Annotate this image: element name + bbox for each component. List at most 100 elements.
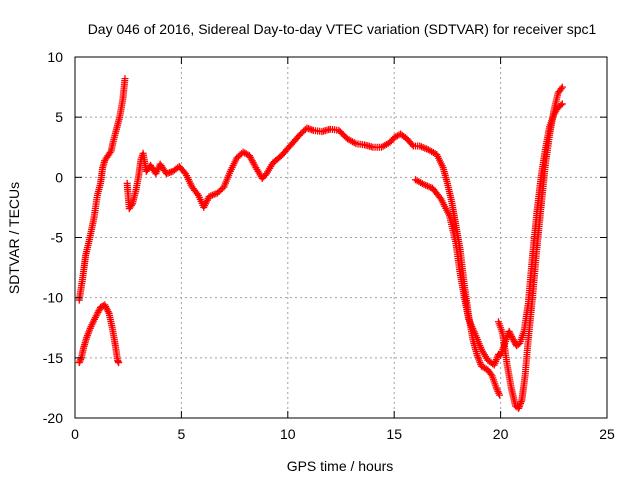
data-point-marker <box>193 190 201 198</box>
data-point-marker <box>90 215 98 223</box>
data-point-marker <box>452 219 460 227</box>
data-point-marker <box>495 389 503 397</box>
data-point-marker <box>387 137 395 145</box>
data-point-marker <box>300 127 308 135</box>
x-axis-label: GPS time / hours <box>287 458 394 474</box>
data-point-marker <box>105 150 113 158</box>
data-point-marker <box>358 141 366 149</box>
data-point-marker <box>160 167 168 175</box>
data-point-marker <box>77 355 85 363</box>
data-point-marker <box>109 139 117 147</box>
data-point-marker <box>102 155 110 163</box>
data-point-marker <box>75 359 83 367</box>
data-point-marker <box>82 335 90 343</box>
data-point-marker <box>281 147 289 155</box>
data-point-marker <box>127 201 135 209</box>
data-point-marker <box>86 324 94 332</box>
data-point-marker <box>545 133 553 141</box>
data-point-marker <box>333 126 341 134</box>
data-point-marker <box>375 143 383 151</box>
data-point-marker <box>507 382 515 390</box>
data-point-marker <box>464 313 472 321</box>
data-point-marker <box>251 162 259 170</box>
data-point-marker <box>308 126 316 134</box>
x-tick-label: 0 <box>71 426 79 442</box>
data-point-marker <box>226 169 234 177</box>
data-point-marker <box>555 102 563 110</box>
x-tick-label: 25 <box>599 426 615 442</box>
data-point-marker <box>98 166 106 174</box>
data-point-marker <box>503 358 511 366</box>
data-point-marker <box>179 167 187 175</box>
data-point-marker <box>456 267 464 275</box>
data-point-marker <box>275 154 283 162</box>
grid-lines <box>75 57 607 418</box>
x-tick-label: 5 <box>178 426 186 442</box>
data-point-marker <box>473 349 481 357</box>
data-point-marker <box>108 322 116 330</box>
data-point-marker <box>556 86 564 94</box>
data-points <box>75 75 566 412</box>
data-point-marker <box>236 151 244 159</box>
data-point-marker <box>509 334 517 342</box>
data-point-marker <box>407 139 415 147</box>
data-point-marker <box>445 210 453 218</box>
data-point-marker <box>517 398 525 406</box>
data-point-marker <box>477 343 485 351</box>
data-point-marker <box>260 173 268 181</box>
data-point-marker <box>93 194 101 202</box>
data-point-marker <box>131 190 139 198</box>
x-tick-label: 10 <box>280 426 296 442</box>
data-point-marker <box>96 181 104 189</box>
data-point-marker <box>557 85 565 93</box>
y-tick-label: 10 <box>47 49 63 65</box>
data-point-marker <box>112 127 120 135</box>
data-point-marker <box>549 109 557 117</box>
data-point-marker <box>217 186 225 194</box>
data-point-marker <box>76 357 84 365</box>
data-point-marker <box>134 173 142 181</box>
y-axis-label: SDTVAR / TECUs <box>6 182 22 294</box>
data-point-marker <box>487 370 495 378</box>
y-tick-label: -15 <box>43 350 63 366</box>
data-point-marker <box>492 382 500 390</box>
data-point-marker <box>447 195 455 203</box>
y-tick-label: -10 <box>43 290 63 306</box>
data-point-marker <box>187 181 195 189</box>
data-point-marker <box>510 337 518 345</box>
data-point-marker <box>113 354 121 362</box>
data-point-marker <box>234 153 242 161</box>
chart-title: Day 046 of 2016, Sidereal Day-to-day VTE… <box>88 21 597 37</box>
data-point-marker <box>470 328 478 336</box>
data-point-marker <box>106 148 114 156</box>
x-tick-label: 20 <box>493 426 509 442</box>
tick-labels: 0 5 10 15 20 25 -20 -15 -10 -5 0 5 10 <box>43 49 615 442</box>
y-tick-label: 5 <box>55 109 63 125</box>
data-point-marker <box>438 162 446 170</box>
y-tick-label: -5 <box>51 230 64 246</box>
data-point-marker <box>242 150 250 158</box>
data-point-marker <box>443 177 451 185</box>
data-point-marker <box>288 140 296 148</box>
data-point-marker <box>481 364 489 372</box>
axis-ticks <box>74 56 608 419</box>
data-point-marker <box>435 192 443 200</box>
data-point-marker <box>554 91 562 99</box>
data-point-marker <box>486 369 494 377</box>
data-point-marker <box>215 187 223 195</box>
data-point-marker <box>104 308 112 316</box>
data-point-marker <box>408 141 416 149</box>
data-point-marker <box>451 237 459 245</box>
data-point-marker <box>460 292 468 300</box>
x-tick-label: 15 <box>386 426 402 442</box>
data-point-marker <box>350 139 358 147</box>
data-point-marker <box>298 129 306 137</box>
y-tick-label: 0 <box>55 169 63 185</box>
data-point-marker <box>498 328 506 336</box>
data-point-marker <box>114 357 122 365</box>
data-point-marker <box>121 77 129 85</box>
data-point-marker <box>111 340 119 348</box>
data-point-marker <box>341 132 349 140</box>
data-point-marker <box>100 158 108 166</box>
